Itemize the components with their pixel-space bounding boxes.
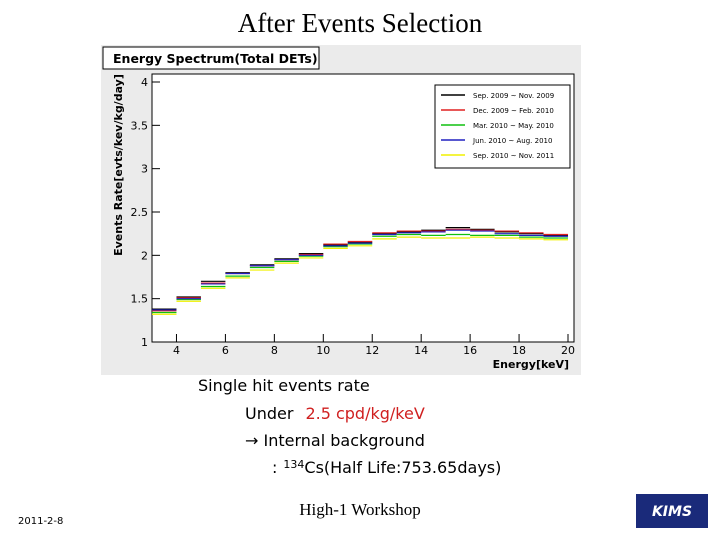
- date: 2011-2-8: [18, 516, 63, 527]
- plot: 1 1.5 2 2.5 3 3.5 4 4 6 8 10 12 14 16 18 20 Sep. 2009 ~ …: [131, 73, 575, 357]
- text-line: Under 2.5 cpd/kg/keV: [245, 404, 425, 423]
- legend-label: Mar. 2010 ~ May. 2010: [473, 122, 554, 130]
- x-axis-label: Energy[keV]: [493, 358, 569, 371]
- text-line: → Internal background: [245, 431, 425, 450]
- text-part: Under: [245, 404, 294, 423]
- y-tick-label: 4: [141, 76, 148, 89]
- superscript: 134: [283, 458, 304, 471]
- x-tick-label: 16: [463, 344, 477, 357]
- text-line: :134Cs(Half Life:753.65days): [272, 458, 501, 477]
- legend-label: Sep. 2009 ~ Nov. 2009: [473, 92, 554, 100]
- y-axis-label: Events Rate[evts/kev/kg/day]: [112, 74, 125, 256]
- logo: KIMS: [652, 504, 692, 520]
- chart-title-box: [102, 46, 320, 70]
- y-tick-label: 1: [141, 336, 148, 349]
- logo-box: [636, 494, 708, 528]
- x-tick-label: 10: [316, 344, 330, 357]
- y-tick-label: 3.5: [131, 119, 149, 132]
- x-tick-label: 20: [561, 344, 575, 357]
- x-tick-label: 18: [512, 344, 526, 357]
- legend-box: [434, 84, 571, 169]
- legend-label: Jun. 2010 ~ Aug. 2010: [472, 137, 552, 145]
- chart-title: Energy Spectrum(Total DETs): [113, 51, 318, 66]
- footer: High-1 Workshop: [299, 500, 421, 519]
- x-tick-label: 12: [365, 344, 379, 357]
- x-tick-label: 4: [173, 344, 180, 357]
- y-tick-label: 2: [141, 249, 148, 262]
- x-tick-label: 6: [222, 344, 229, 357]
- text-line: Single hit events rate: [198, 376, 370, 395]
- y-tick-label: 3: [141, 163, 148, 176]
- text-part: :: [272, 458, 277, 477]
- x-tick-label: 8: [271, 344, 278, 357]
- x-tick-label: 14: [414, 344, 428, 357]
- legend-label: Sep. 2010 ~ Nov. 2011: [473, 152, 554, 160]
- y-tick-label: 2.5: [131, 206, 149, 219]
- y-tick-label: 1.5: [131, 293, 149, 306]
- text-part: Cs(Half Life:753.65days): [304, 458, 501, 477]
- legend-label: Dec. 2009 ~ Feb. 2010: [473, 107, 554, 115]
- slide-title: After Events Selection: [238, 8, 483, 38]
- highlight: 2.5 cpd/kg/keV: [305, 404, 424, 423]
